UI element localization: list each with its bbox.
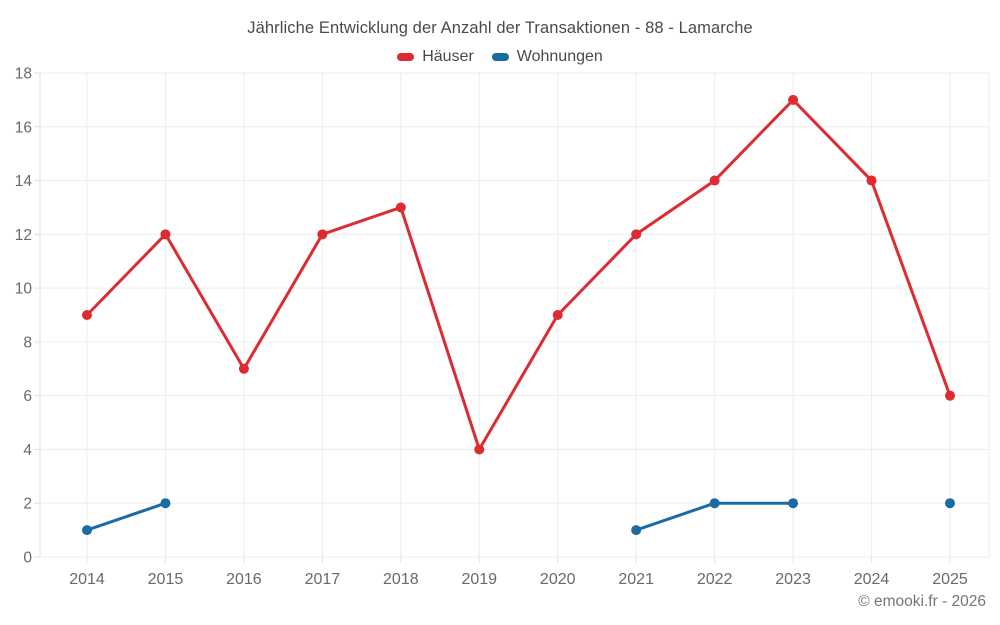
legend-item-haeuser[interactable]: Häuser [397,48,474,66]
point-haeuser-2025[interactable] [944,390,955,401]
chart-title: Jährliche Entwicklung der Anzahl der Tra… [247,19,753,37]
legend: Häuser Wohnungen [0,48,1000,66]
point-haeuser-2021[interactable] [631,229,642,240]
point-haeuser-2022[interactable] [709,175,720,186]
y-axis-label: 14 [15,173,33,190]
x-axis-label: 2019 [461,571,497,588]
point-haeuser-2020[interactable] [552,310,563,320]
point-haeuser-2016[interactable] [238,363,249,374]
legend-swatch-wohnungen [491,53,509,61]
legend-swatch-haeuser [397,53,415,61]
point-haeuser-2023[interactable] [788,94,799,105]
y-axis-label: 6 [23,388,32,405]
x-axis-label: 2015 [148,571,184,588]
legend-label-haeuser: Häuser [422,48,474,65]
x-axis-label: 2014 [69,571,105,588]
x-axis-label: 2023 [775,571,811,588]
x-axis-label: 2022 [697,571,733,588]
point-wohnungen-2023[interactable] [788,498,799,509]
y-axis-label: 12 [15,227,32,244]
y-axis-label: 18 [15,66,32,83]
point-wohnungen-2021[interactable] [631,525,642,536]
y-axis-label: 16 [15,119,32,136]
x-axis-label: 2024 [854,571,890,588]
point-haeuser-2017[interactable] [317,229,328,240]
line-wohnungen [87,503,950,530]
point-wohnungen-2025[interactable] [944,498,955,509]
point-haeuser-2014[interactable] [82,310,92,320]
point-haeuser-2024[interactable] [866,175,877,186]
point-haeuser-2015[interactable] [160,229,171,240]
point-haeuser-2019[interactable] [474,444,485,455]
x-axis-label: 2025 [932,571,968,588]
y-axis-label: 0 [23,550,32,567]
point-wohnungen-2015[interactable] [160,498,171,509]
x-axis-label: 2020 [540,571,576,588]
y-axis-label: 10 [15,281,33,298]
x-axis-label: 2021 [618,571,654,588]
x-axis-label: 2018 [383,571,419,588]
point-wohnungen-2022[interactable] [709,498,720,509]
copyright-footer: © emooki.fr - 2026 [858,593,986,610]
x-axis-label: 2016 [226,571,262,588]
y-axis-label: 2 [23,496,32,513]
line-haeuser [85,98,952,451]
y-axis-label: 8 [23,334,32,351]
legend-item-wohnungen[interactable]: Wohnungen [491,48,603,66]
legend-label-wohnungen: Wohnungen [516,48,603,65]
x-axis-label: 2017 [305,571,341,588]
point-wohnungen-2014[interactable] [82,525,92,536]
y-axis-label: 4 [23,442,32,459]
point-haeuser-2018[interactable] [395,202,406,213]
